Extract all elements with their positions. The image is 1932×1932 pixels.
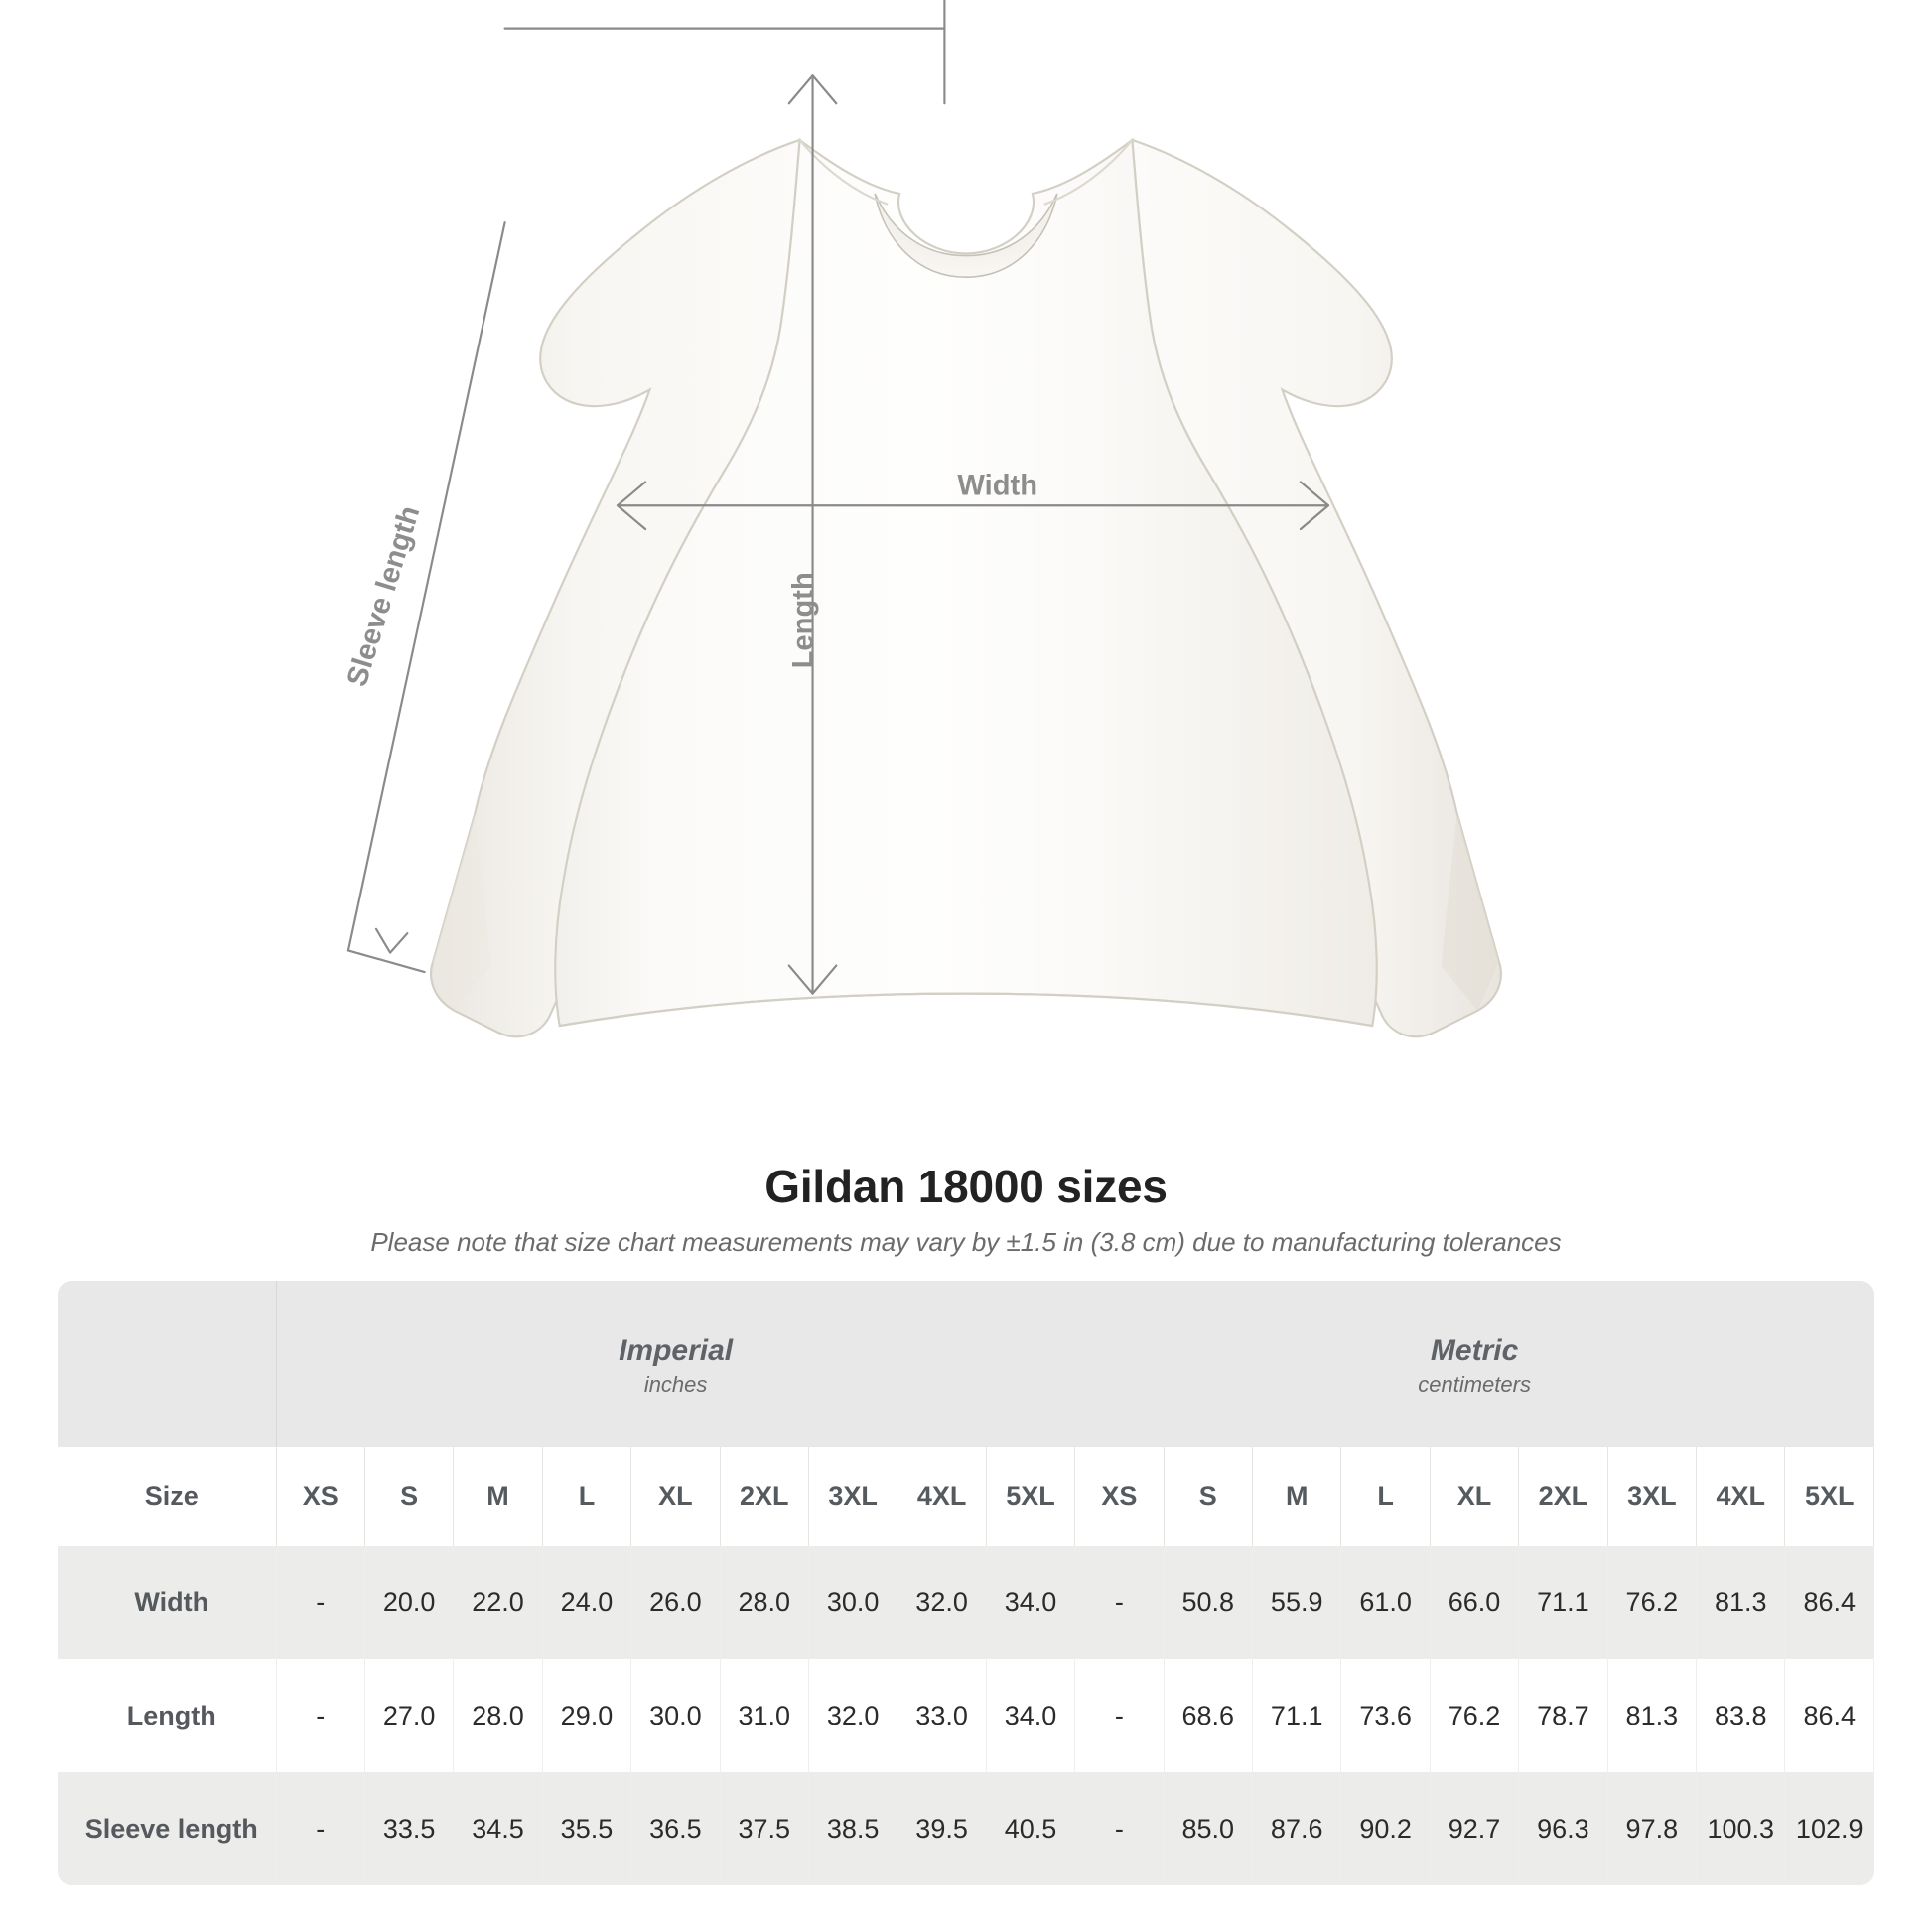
svg-text:Length: Length: [788, 572, 820, 668]
svg-text:Sleeve length: Sleeve length: [342, 502, 427, 690]
svg-text:Width: Width: [957, 470, 1037, 501]
